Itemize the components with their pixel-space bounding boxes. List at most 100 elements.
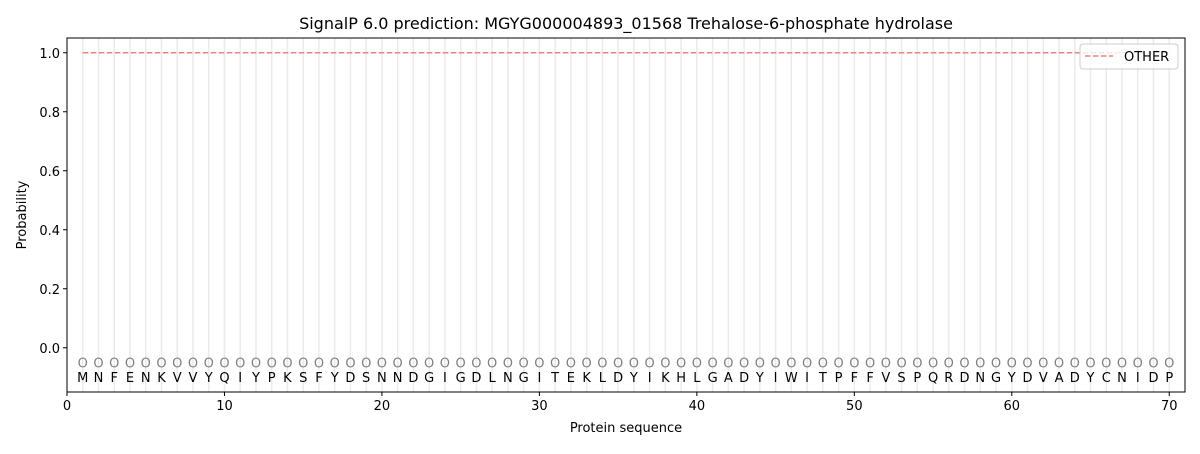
residue-letter: E xyxy=(567,371,575,386)
residue-letter: P xyxy=(835,371,843,386)
residue-letter: S xyxy=(897,371,905,386)
residue-class-label: O xyxy=(408,357,418,372)
residue-class-label: O xyxy=(298,357,308,372)
residue-class-label: O xyxy=(345,357,355,372)
residue-class-label: O xyxy=(471,357,481,372)
residue-letter: G xyxy=(991,371,1001,386)
residue-letter: Y xyxy=(330,371,339,386)
residue-letter: Q xyxy=(928,371,938,386)
residue-letter: K xyxy=(661,371,670,386)
residue-class-label: O xyxy=(723,357,733,372)
residue-class-label: O xyxy=(156,357,166,372)
residue-letter: F xyxy=(110,371,117,386)
residue-class-label: O xyxy=(109,357,119,372)
residue-class-label: O xyxy=(487,357,497,372)
x-tick-label: 0 xyxy=(63,399,71,414)
residue-letter: F xyxy=(851,371,858,386)
residue-letter: D xyxy=(960,371,970,386)
x-tick-label: 60 xyxy=(1004,399,1021,414)
chart-title: SignalP 6.0 prediction: MGYG000004893_01… xyxy=(299,14,953,34)
residue-class-label: O xyxy=(739,357,749,372)
residue-class-label: O xyxy=(188,357,198,372)
residue-letter: G xyxy=(456,371,466,386)
residue-class-label: O xyxy=(896,357,906,372)
residue-class-label: O xyxy=(613,357,623,372)
legend-other-label: OTHER xyxy=(1124,50,1169,65)
residue-class-label: O xyxy=(692,357,702,372)
residue-class-label: O xyxy=(1085,357,1095,372)
residue-letter: P xyxy=(268,371,276,386)
residue-class-label: O xyxy=(865,357,875,372)
residue-letter: K xyxy=(582,371,591,386)
residue-letter: L xyxy=(693,371,701,386)
residue-class-label: O xyxy=(707,357,717,372)
residue-letter: F xyxy=(315,371,322,386)
residue-class-label: O xyxy=(330,357,340,372)
residue-class-label: O xyxy=(267,357,277,372)
residue-letter: Y xyxy=(1086,371,1095,386)
residue-class-label: O xyxy=(1133,357,1143,372)
residue-class-label: O xyxy=(676,357,686,372)
residue-letter: I xyxy=(537,371,541,386)
x-tick-label: 20 xyxy=(374,399,391,414)
y-tick-label: 0.0 xyxy=(39,342,60,357)
residue-letter: Y xyxy=(251,371,260,386)
residue-class-label: O xyxy=(660,357,670,372)
residue-class-label: O xyxy=(456,357,466,372)
residue-class-label: O xyxy=(93,357,103,372)
residue-letter: Q xyxy=(219,371,229,386)
residue-class-label: O xyxy=(141,357,151,372)
residue-letter: A xyxy=(1055,371,1064,386)
residue-class-label: O xyxy=(125,357,135,372)
residue-class-label: O xyxy=(503,357,513,372)
y-axis-label: Probability xyxy=(15,180,30,249)
residue-letter: V xyxy=(173,371,182,386)
residue-class-label: O xyxy=(912,357,922,372)
residue-class-label: O xyxy=(314,357,324,372)
plot-frame xyxy=(66,37,1186,393)
residue-letter: I xyxy=(648,371,652,386)
residue-letter: I xyxy=(805,371,809,386)
residue-class-label: O xyxy=(802,357,812,372)
residue-class-label: O xyxy=(1164,357,1174,372)
residue-letter: G xyxy=(424,371,434,386)
residue-letter: H xyxy=(676,371,686,386)
residue-letter: D xyxy=(1070,371,1080,386)
residue-letter: N xyxy=(393,371,403,386)
residue-class-label: O xyxy=(959,357,969,372)
y-tick-label: 1.0 xyxy=(39,47,60,62)
residue-letter: P xyxy=(913,371,921,386)
residue-class-label: O xyxy=(786,357,796,372)
residue-letter: N xyxy=(377,371,387,386)
residue-letter: N xyxy=(1117,371,1127,386)
residue-class-label: O xyxy=(440,357,450,372)
residue-letter: S xyxy=(362,371,370,386)
residue-class-label: O xyxy=(566,357,576,372)
residue-letter: V xyxy=(881,371,890,386)
residue-letter: G xyxy=(708,371,718,386)
residue-class-label: O xyxy=(991,357,1001,372)
residue-class-label: O xyxy=(1101,357,1111,372)
residue-class-label: O xyxy=(393,357,403,372)
residue-class-label: O xyxy=(833,357,843,372)
residue-class-label: O xyxy=(1117,357,1127,372)
x-axis: 0 10 20 30 40 50 60 70 xyxy=(63,392,1178,414)
residue-letter: L xyxy=(489,371,497,386)
residue-class-label: O xyxy=(282,357,292,372)
residue-class-label: O xyxy=(1007,357,1017,372)
residue-class-label: O xyxy=(944,357,954,372)
residue-class-label: O xyxy=(534,357,544,372)
residue-letter: N xyxy=(141,371,151,386)
residue-letter: C xyxy=(1102,371,1111,386)
y-axis: 0.0 0.2 0.4 0.6 0.8 1.0 xyxy=(39,47,67,357)
x-axis-label: Protein sequence xyxy=(570,421,682,436)
y-tick-label: 0.2 xyxy=(39,283,60,298)
residue-letter: W xyxy=(785,371,798,386)
residue-class-label: O xyxy=(1022,357,1032,372)
residue-letter: K xyxy=(283,371,292,386)
residue-letter: I xyxy=(238,371,242,386)
residue-letter: N xyxy=(94,371,104,386)
residue-class-label: O xyxy=(424,357,434,372)
residue-letter: D xyxy=(1023,371,1033,386)
